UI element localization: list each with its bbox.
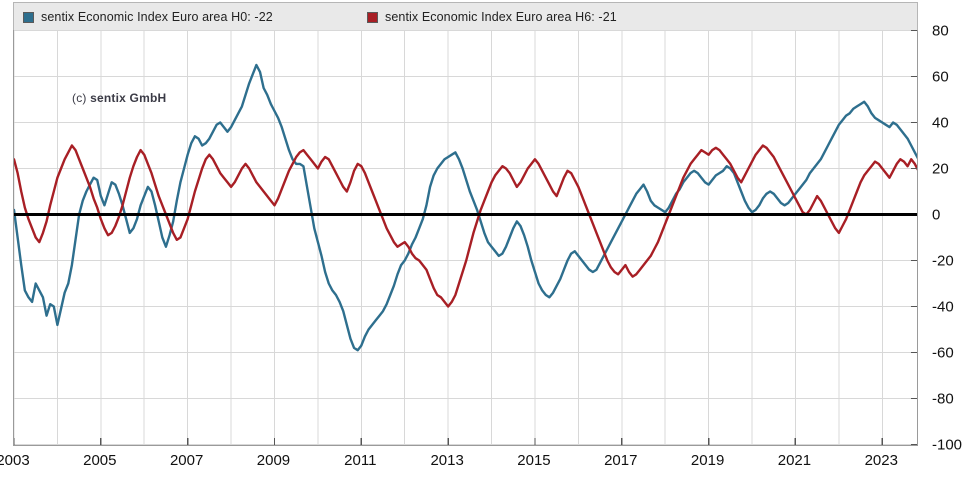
- x-axis-tick-label: 2015: [517, 452, 551, 469]
- x-axis-tick-label: 2019: [690, 452, 725, 469]
- y-axis-tick-label: 40: [932, 114, 949, 131]
- y-axis-tick-label: 20: [932, 160, 949, 177]
- legend-entry-h0[interactable]: sentix Economic Index Euro area H0: -22: [23, 3, 273, 31]
- legend-swatch-h0: [23, 11, 34, 23]
- x-axis-tick-label: 2017: [604, 452, 638, 469]
- legend-entry-h6[interactable]: sentix Economic Index Euro area H6: -21: [367, 3, 617, 31]
- x-axis-tick-label: 2009: [256, 452, 291, 469]
- y-axis-tick-label: 80: [932, 22, 949, 39]
- y-axis-tick-label: -60: [932, 344, 954, 361]
- x-axis-tick-label: 2023: [864, 452, 898, 469]
- chart-legend: sentix Economic Index Euro area H0: -22 …: [13, 2, 918, 30]
- x-axis-tick-label: 2021: [777, 452, 812, 469]
- x-axis-tick-label: 2013: [430, 452, 464, 469]
- x-axis-tick-label: 2005: [83, 452, 117, 469]
- y-axis-tick-label: -40: [932, 298, 954, 315]
- legend-label-h6: sentix Economic Index Euro area H6: -21: [385, 10, 617, 24]
- x-axis-tick-label: 2011: [344, 452, 377, 469]
- y-axis-tick-label: 60: [932, 68, 949, 85]
- chart-svg: [14, 30, 917, 445]
- x-axis-tick-label: 2007: [169, 452, 204, 469]
- legend-swatch-h6: [367, 11, 378, 23]
- copyright-watermark: (c) sentix GmbH: [72, 91, 166, 105]
- y-axis-tick-label: -20: [932, 252, 954, 269]
- x-axis-tick-label: 2003: [0, 452, 30, 469]
- legend-label-h0: sentix Economic Index Euro area H0: -22: [41, 10, 273, 24]
- y-axis-tick-label: -80: [932, 390, 954, 407]
- y-axis-tick-label: -100: [932, 436, 963, 453]
- copyright-symbol: (c): [72, 91, 87, 105]
- copyright-text: sentix GmbH: [90, 91, 167, 105]
- y-axis-tick-label: 0: [932, 206, 941, 223]
- plot-area: (c) sentix GmbH: [13, 30, 918, 446]
